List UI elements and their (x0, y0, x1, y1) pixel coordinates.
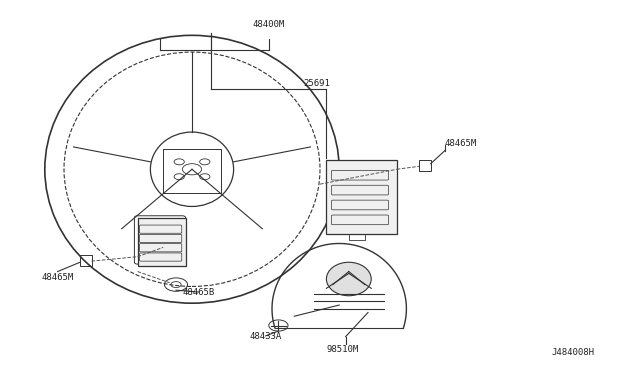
Text: 48465B: 48465B (182, 288, 214, 296)
Text: 25691: 25691 (303, 79, 330, 88)
Text: 48465M: 48465M (445, 139, 477, 148)
Text: 98510M: 98510M (326, 345, 358, 354)
Text: 48400M: 48400M (253, 20, 285, 29)
Text: 48433A: 48433A (250, 332, 282, 341)
Text: 48465M: 48465M (42, 273, 74, 282)
FancyBboxPatch shape (326, 160, 397, 234)
Ellipse shape (326, 262, 371, 296)
Text: J484008H: J484008H (551, 348, 595, 357)
FancyBboxPatch shape (138, 218, 186, 266)
